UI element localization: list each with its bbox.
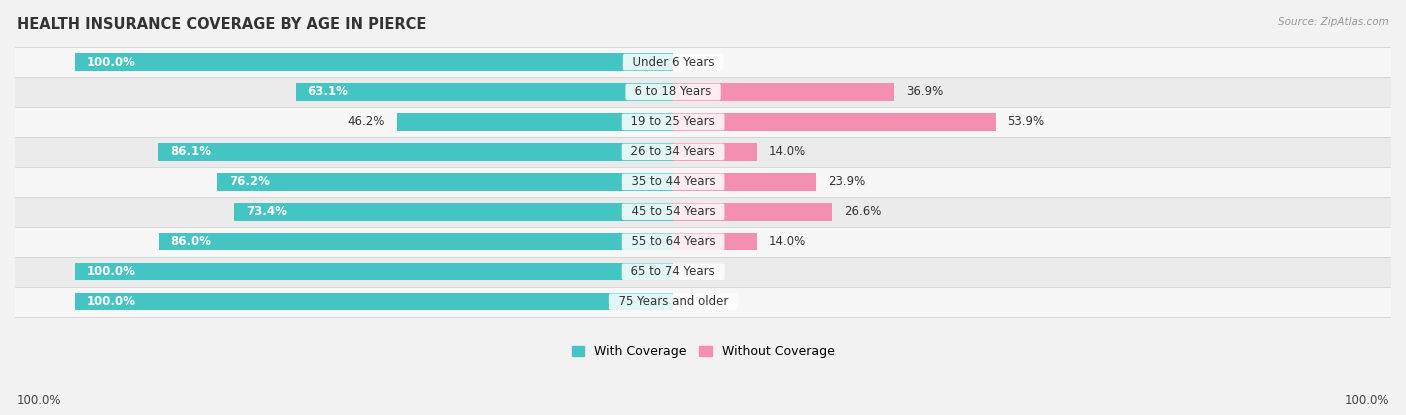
Text: 86.1%: 86.1% [170, 145, 211, 159]
Bar [673, 173, 815, 190]
Bar [673, 83, 894, 101]
Text: 100.0%: 100.0% [87, 265, 135, 278]
Text: 19 to 25 Years: 19 to 25 Years [623, 115, 723, 129]
Bar [673, 113, 995, 131]
Legend: With Coverage, Without Coverage: With Coverage, Without Coverage [567, 340, 839, 363]
Bar [295, 83, 673, 101]
Bar [15, 257, 1391, 287]
Bar [15, 137, 1391, 167]
Text: 45 to 54 Years: 45 to 54 Years [623, 205, 723, 218]
Bar [396, 113, 673, 131]
Text: 63.1%: 63.1% [308, 85, 349, 98]
Text: 55 to 64 Years: 55 to 64 Years [623, 235, 723, 248]
Text: 100.0%: 100.0% [87, 295, 135, 308]
Bar [15, 107, 1391, 137]
Text: 100.0%: 100.0% [17, 394, 62, 407]
Text: 6 to 18 Years: 6 to 18 Years [627, 85, 718, 98]
Text: 100.0%: 100.0% [1344, 394, 1389, 407]
Text: 46.2%: 46.2% [347, 115, 385, 129]
Text: 75 Years and older: 75 Years and older [610, 295, 735, 308]
Bar [673, 233, 756, 251]
Bar [159, 233, 673, 251]
Bar [157, 143, 673, 161]
Text: 14.0%: 14.0% [769, 235, 806, 248]
Bar [673, 143, 756, 161]
Text: 53.9%: 53.9% [1008, 115, 1045, 129]
Bar [15, 77, 1391, 107]
Text: 14.0%: 14.0% [769, 145, 806, 159]
Text: 73.4%: 73.4% [246, 205, 287, 218]
Text: 35 to 44 Years: 35 to 44 Years [623, 176, 723, 188]
Bar [75, 293, 673, 310]
Text: 26.6%: 26.6% [844, 205, 882, 218]
Text: 100.0%: 100.0% [87, 56, 135, 68]
Bar [75, 54, 673, 71]
Bar [75, 263, 673, 281]
Bar [15, 167, 1391, 197]
Text: 26 to 34 Years: 26 to 34 Years [623, 145, 723, 159]
Bar [15, 227, 1391, 257]
Text: Under 6 Years: Under 6 Years [624, 56, 721, 68]
Bar [217, 173, 673, 190]
Text: 36.9%: 36.9% [905, 85, 943, 98]
Bar [15, 197, 1391, 227]
Bar [673, 203, 832, 220]
Text: 65 to 74 Years: 65 to 74 Years [623, 265, 723, 278]
Text: HEALTH INSURANCE COVERAGE BY AGE IN PIERCE: HEALTH INSURANCE COVERAGE BY AGE IN PIER… [17, 17, 426, 32]
Text: 86.0%: 86.0% [170, 235, 211, 248]
Text: Source: ZipAtlas.com: Source: ZipAtlas.com [1278, 17, 1389, 27]
Bar [15, 287, 1391, 317]
Text: 76.2%: 76.2% [229, 176, 270, 188]
Bar [233, 203, 673, 220]
Text: 23.9%: 23.9% [828, 176, 865, 188]
Bar [15, 47, 1391, 77]
